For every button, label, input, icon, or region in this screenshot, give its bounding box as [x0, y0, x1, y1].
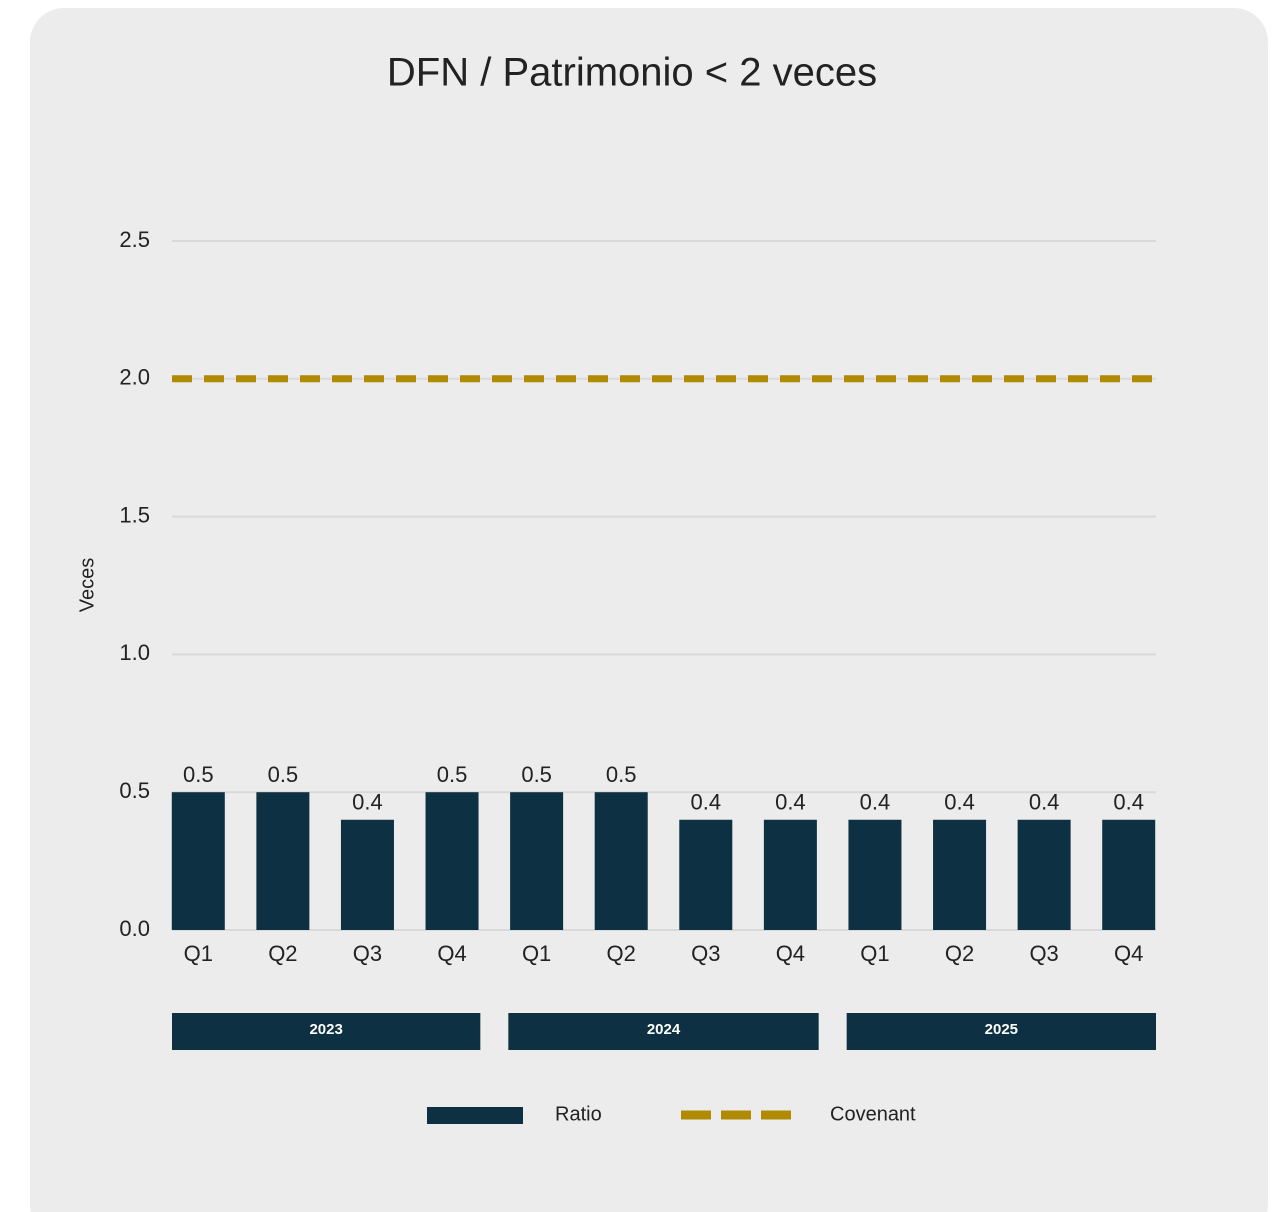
y-axis-title: Veces: [76, 558, 98, 612]
y-tick-label: 1.5: [119, 502, 150, 527]
bar: [763, 819, 817, 930]
x-tick-label: Q1: [184, 941, 213, 966]
bar: [425, 792, 479, 930]
bar: [679, 819, 733, 930]
y-tick-label: 0.0: [119, 916, 150, 941]
data-label: 0.5: [521, 762, 552, 787]
data-label: 0.5: [183, 762, 214, 787]
bar: [1102, 819, 1156, 930]
bar: [256, 792, 310, 930]
data-label: 0.4: [944, 790, 975, 815]
x-tick-label: Q1: [860, 941, 889, 966]
bar: [848, 819, 902, 930]
x-tick-label: Q2: [945, 941, 974, 966]
x-tick-label: Q2: [268, 941, 297, 966]
bar: [1017, 819, 1071, 930]
bar: [340, 819, 394, 930]
data-label: 0.5: [437, 762, 468, 787]
y-tick-label: 2.0: [119, 365, 150, 390]
data-label: 0.5: [606, 762, 637, 787]
year-label: 2025: [985, 1021, 1018, 1038]
data-label: 0.4: [775, 790, 806, 815]
legend-label: Covenant: [830, 1103, 916, 1125]
data-label: 0.5: [268, 762, 299, 787]
bar: [510, 792, 564, 930]
data-label: 0.4: [690, 790, 721, 815]
legend-swatch: [427, 1107, 523, 1124]
bar: [594, 792, 648, 930]
bar: [933, 819, 987, 930]
chart-title: DFN / Patrimonio < 2 veces: [387, 51, 877, 95]
year-label: 2024: [647, 1021, 681, 1038]
x-tick-label: Q3: [1029, 941, 1058, 966]
data-label: 0.4: [1029, 790, 1060, 815]
data-label: 0.4: [1113, 790, 1144, 815]
year-label: 2023: [309, 1021, 342, 1038]
x-tick-label: Q4: [776, 941, 805, 966]
x-tick-label: Q4: [437, 941, 466, 966]
data-label: 0.4: [352, 790, 383, 815]
y-tick-label: 0.5: [119, 778, 150, 803]
x-tick-label: Q4: [1114, 941, 1143, 966]
x-tick-label: Q3: [691, 941, 720, 966]
bar: [171, 792, 225, 930]
data-label: 0.4: [860, 790, 891, 815]
x-tick-label: Q3: [353, 941, 382, 966]
x-tick-label: Q2: [607, 941, 636, 966]
y-tick-label: 2.5: [119, 227, 150, 252]
x-tick-label: Q1: [522, 941, 551, 966]
year-box: [508, 1013, 819, 1050]
year-box: [846, 1013, 1156, 1050]
year-box: [172, 1013, 481, 1050]
legend-label: Ratio: [555, 1103, 602, 1125]
y-tick-label: 1.0: [119, 640, 150, 665]
